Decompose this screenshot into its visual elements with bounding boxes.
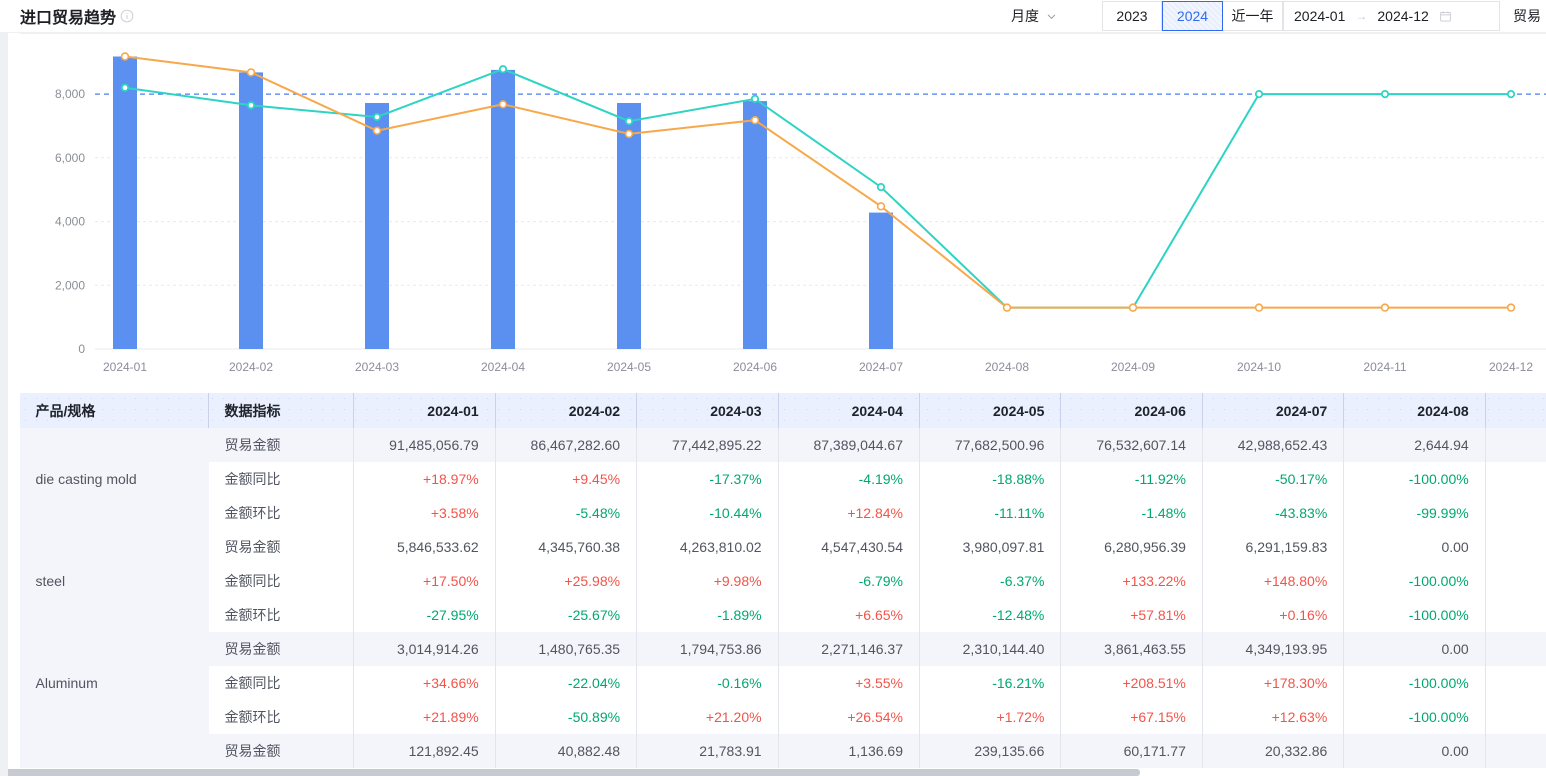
svg-text:2,000: 2,000: [55, 278, 85, 292]
svg-text:2024-08: 2024-08: [985, 360, 1029, 374]
svg-text:2024-11: 2024-11: [1363, 360, 1406, 374]
svg-text:8,000: 8,000: [55, 87, 85, 101]
svg-text:2024-07: 2024-07: [859, 360, 903, 374]
svg-text:2024-01: 2024-01: [103, 360, 147, 374]
svg-text:2024-03: 2024-03: [355, 360, 399, 374]
svg-text:6,000: 6,000: [55, 151, 85, 165]
svg-text:2024-09: 2024-09: [1111, 360, 1155, 374]
svg-text:2024-12: 2024-12: [1489, 360, 1533, 374]
svg-text:2024-10: 2024-10: [1237, 360, 1281, 374]
svg-text:0: 0: [78, 342, 85, 356]
svg-text:4,000: 4,000: [55, 215, 85, 229]
svg-text:2024-04: 2024-04: [481, 360, 525, 374]
svg-text:2024-05: 2024-05: [607, 360, 651, 374]
svg-text:2024-02: 2024-02: [229, 360, 273, 374]
svg-text:2024-06: 2024-06: [733, 360, 777, 374]
